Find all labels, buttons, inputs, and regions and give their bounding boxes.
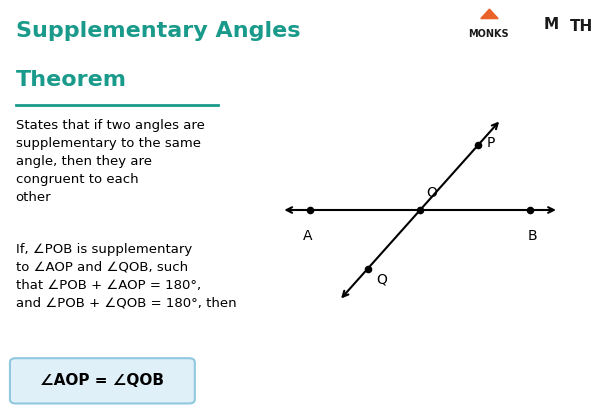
Point <box>473 142 483 148</box>
Point <box>525 207 535 213</box>
Text: Q: Q <box>376 273 387 287</box>
FancyBboxPatch shape <box>10 358 195 404</box>
Text: MONKS: MONKS <box>468 29 509 39</box>
Point <box>415 207 425 213</box>
Point <box>305 207 315 213</box>
Point <box>363 265 373 272</box>
Text: Supplementary Angles: Supplementary Angles <box>16 21 300 41</box>
Text: If, ∠POB is supplementary
to ∠AOP and ∠QOB, such
that ∠POB + ∠AOP = 180°,
and ∠P: If, ∠POB is supplementary to ∠AOP and ∠Q… <box>16 243 236 310</box>
Text: M: M <box>544 16 559 32</box>
Text: States that if two angles are
supplementary to the same
angle, then they are
con: States that if two angles are supplement… <box>16 119 205 205</box>
Text: A: A <box>303 228 312 242</box>
Text: O: O <box>426 186 437 200</box>
Text: P: P <box>487 136 496 150</box>
Text: Theorem: Theorem <box>16 70 127 90</box>
Text: B: B <box>528 228 538 242</box>
Polygon shape <box>481 9 498 18</box>
Text: TH: TH <box>571 18 593 34</box>
Text: ∠AOP = ∠QOB: ∠AOP = ∠QOB <box>40 373 164 388</box>
